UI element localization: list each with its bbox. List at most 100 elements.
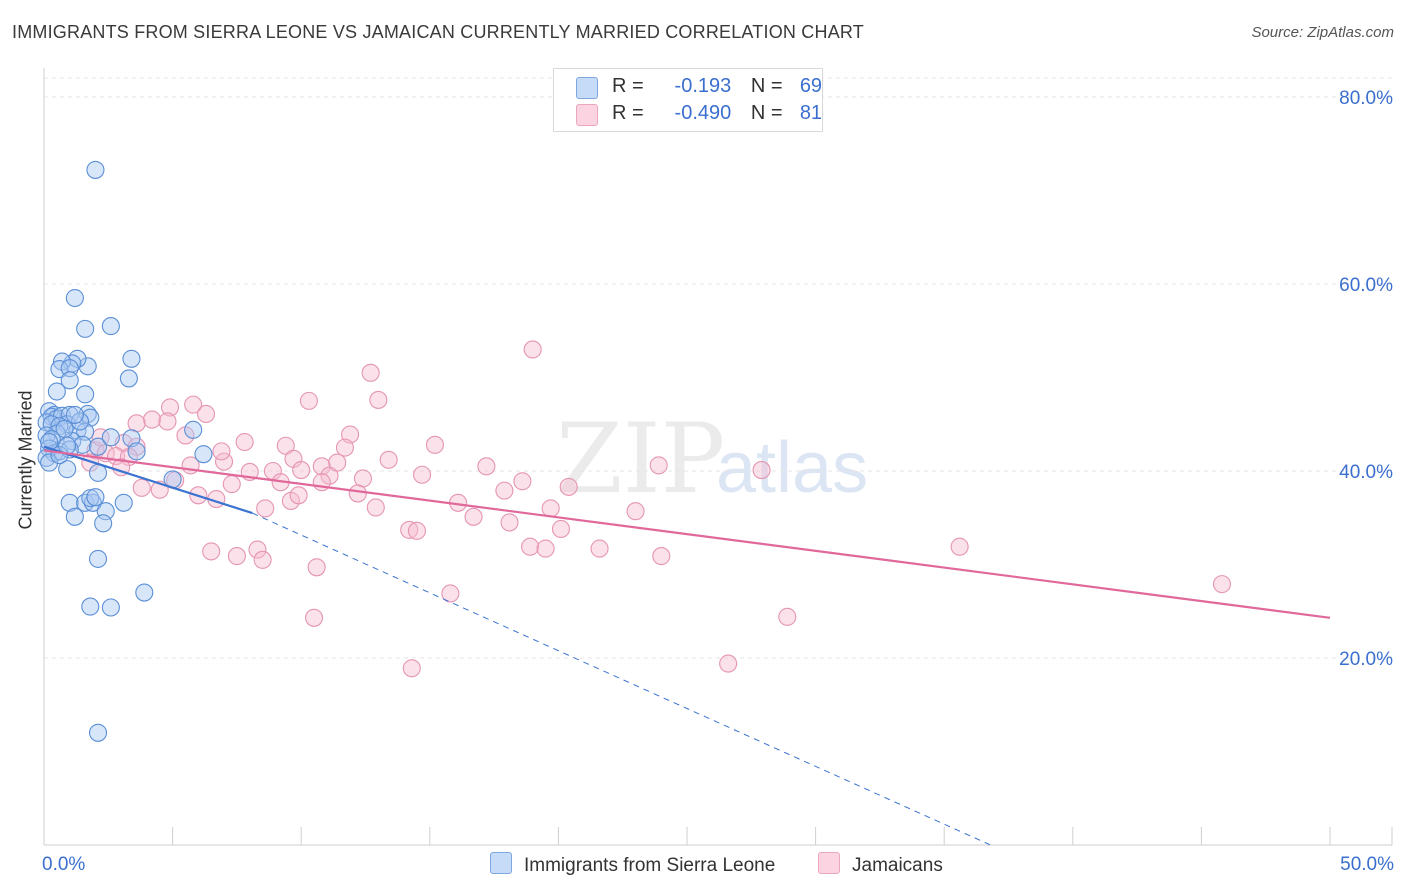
jamaicans-point	[500, 513, 519, 532]
jamaicans-point	[950, 537, 969, 556]
jamaicans-point	[652, 547, 671, 566]
jamaicans-point	[335, 438, 354, 457]
sierra-leone-point	[88, 549, 108, 568]
jamaicans-point	[299, 391, 318, 410]
jamaicans-point	[590, 539, 609, 558]
legend-r-label: R =	[612, 102, 644, 124]
legend-r-label: R =	[612, 75, 644, 97]
jamaicans-point	[212, 442, 231, 461]
jamaicans-point	[425, 435, 444, 454]
sierra-leone-point	[65, 405, 84, 424]
bottom-legend-label-sierra-leone: Immigrants from Sierra Leone	[524, 855, 776, 876]
bottom-legend-swatch-blue	[490, 852, 512, 874]
sierra-leone-point	[88, 437, 108, 456]
jamaicans-point	[778, 607, 797, 626]
jamaicans-point	[158, 412, 177, 431]
jamaicans-point	[289, 486, 308, 505]
jamaicans-point	[1212, 575, 1232, 594]
jamaicans-point	[248, 540, 267, 559]
jamaicans-point	[196, 404, 216, 424]
jamaicans-point	[222, 475, 241, 494]
jamaicans-point	[513, 472, 532, 491]
y-tick-label: 20.0%	[1339, 649, 1393, 670]
sierra-leone-point	[55, 419, 74, 438]
y-tick-label: 60.0%	[1339, 275, 1393, 296]
jamaicans-point	[477, 457, 496, 476]
jamaicans-points	[81, 340, 1232, 678]
jamaicans-point	[292, 461, 311, 480]
jamaicans-point	[551, 519, 571, 539]
jamaicans-point	[369, 390, 388, 409]
jamaicans-point	[312, 457, 331, 476]
sierra-leone-point	[65, 288, 84, 308]
jamaicans-point	[253, 550, 272, 569]
sierra-leone-point	[88, 723, 108, 742]
x-tick-label-min: 0.0%	[42, 854, 85, 875]
sierra-leone-point	[52, 352, 72, 371]
jamaicans-point	[366, 498, 385, 517]
jamaicans-point	[464, 507, 483, 526]
jamaicans-point	[523, 340, 542, 359]
tick-labels: 20.0% 40.0% 60.0% 80.0% 0.0% 50.0%	[42, 88, 1394, 875]
sierra-leone-point	[65, 507, 84, 526]
jamaicans-point	[202, 542, 221, 561]
jamaicans-point	[305, 608, 324, 627]
sierra-leone-point	[81, 408, 100, 427]
jamaicans-point	[307, 558, 326, 577]
jamaicans-point	[559, 477, 578, 496]
jamaicans-point	[348, 484, 367, 503]
y-tick-label: 40.0%	[1339, 462, 1393, 483]
jamaicans-point	[536, 539, 555, 558]
sierra-leone-point	[76, 385, 95, 404]
sierra-leone-point	[135, 583, 154, 602]
jamaicans-point	[328, 453, 347, 472]
sierra-leone-point	[60, 371, 79, 390]
jamaicans-point	[361, 363, 380, 382]
sierra-leone-point	[119, 369, 138, 388]
gridlines	[44, 77, 1392, 659]
sierra-leone-point	[94, 514, 113, 533]
jamaicans-point	[521, 537, 540, 556]
correlation-legend: R = -0.193 N = 69 R = -0.490 N = 81	[553, 68, 823, 132]
jamaicans-point	[719, 654, 738, 673]
sierra-leone-point	[194, 445, 213, 464]
legend-n-value: 81	[799, 102, 823, 124]
jamaicans-point	[541, 499, 560, 518]
sierra-leone-point	[101, 317, 120, 336]
jamaicans-point	[413, 465, 432, 484]
jamaicans-point	[407, 521, 426, 540]
sierra-leone-trend-line	[43, 445, 253, 515]
sierra-leone-points	[37, 160, 213, 742]
jamaicans-point	[626, 502, 645, 521]
sierra-leone-point	[127, 442, 146, 461]
jamaicans-point	[132, 478, 151, 497]
x-tick-label-max: 50.0%	[1340, 854, 1394, 875]
legend-swatch-pink	[576, 104, 598, 126]
jamaicans-point	[441, 584, 460, 603]
chart-source: Source: ZipAtlas.com	[1251, 24, 1394, 41]
y-tick-label: 80.0%	[1339, 88, 1393, 109]
legend-n-label: N =	[750, 75, 783, 97]
jamaicans-point	[214, 452, 234, 471]
jamaicans-point	[184, 395, 203, 414]
sierra-leone-point	[101, 428, 120, 447]
legend-r-value: -0.490	[674, 102, 732, 124]
legend-n-value: 69	[799, 75, 823, 97]
sierra-leone-point	[76, 319, 95, 338]
legend-swatch-blue	[576, 77, 598, 99]
sierra-leone-trend-extension	[252, 512, 991, 846]
legend-n-label: N =	[750, 102, 783, 124]
bottom-legend-swatch-pink	[818, 852, 840, 874]
jamaicans-point	[495, 481, 514, 500]
jamaicans-point	[235, 432, 254, 452]
sierra-leone-point	[86, 160, 105, 179]
sierra-leone-point	[47, 382, 66, 401]
trend-lines	[43, 445, 1331, 846]
jamaicans-point	[160, 398, 180, 417]
sierra-leone-point	[86, 488, 105, 507]
sierra-leone-point	[60, 493, 79, 512]
jamaicans-point	[227, 547, 246, 566]
bottom-legend-label-jamaicans: Jamaicans	[852, 855, 943, 876]
sierra-leone-point	[58, 460, 77, 479]
